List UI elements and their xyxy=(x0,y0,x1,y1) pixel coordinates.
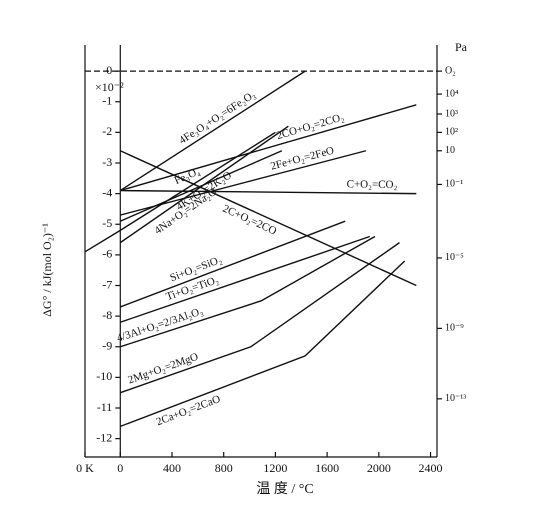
x-tick-label: 800 xyxy=(215,461,233,475)
y2-tick-label: 10⁻¹³ xyxy=(445,393,466,404)
series-label: 2CO+O₂=2CO₂ xyxy=(275,111,345,142)
line xyxy=(84,131,276,253)
line xyxy=(120,220,346,308)
y-tick-label: -10 xyxy=(96,369,112,383)
line xyxy=(120,189,417,195)
line xyxy=(119,70,306,192)
x-tick-label: 0 xyxy=(117,461,123,475)
x-tick-label: 2000 xyxy=(367,461,391,475)
y2-tick-label: 10⁻⁹ xyxy=(445,323,464,334)
y-tick-label: -2 xyxy=(102,124,112,138)
x-tick-label: 400 xyxy=(163,461,181,475)
x-tick-label: 1200 xyxy=(263,461,287,475)
y2-tick-label: 10⁴ xyxy=(445,88,459,99)
y-tick-label: -1 xyxy=(102,94,112,108)
x-axis-title: 温 度 / °C xyxy=(256,481,313,497)
line xyxy=(120,150,367,216)
y2-tick-label: O₂ xyxy=(445,65,456,76)
y-tick-label: -6 xyxy=(102,247,112,261)
line xyxy=(120,104,417,192)
line xyxy=(120,235,376,348)
y2-axis-title: Pa xyxy=(455,40,468,54)
line xyxy=(120,242,400,394)
series-label: 2Fe+O₂=2FeO xyxy=(269,145,335,173)
y-tick-label: -3 xyxy=(102,155,112,169)
series-label: 4Fe₃O₄+O₂=6Fe₂O₃ xyxy=(177,89,258,147)
y-axis-title: ΔG° / kJ(mol O₂)⁻¹ xyxy=(40,223,54,317)
y-tick-label: 0 xyxy=(106,63,112,77)
y-tick-label: -8 xyxy=(102,308,112,322)
y2-tick-label: 10⁻⁵ xyxy=(445,252,464,263)
y-tick-label: -11 xyxy=(97,400,113,414)
series-label: 2C+O₂=2CO xyxy=(221,203,279,238)
line xyxy=(120,260,406,428)
y-tick-label: -12 xyxy=(96,430,112,444)
x-tick-label: 1600 xyxy=(315,461,339,475)
y2-tick-label: 10² xyxy=(445,127,458,138)
line xyxy=(119,125,289,244)
y2-tick-label: 10³ xyxy=(445,108,458,119)
line xyxy=(119,150,417,287)
x-tick-label: 0 K xyxy=(76,461,94,475)
series-label: 4/3Al+O₂=2/3Al₂O₃ xyxy=(115,305,204,344)
y-tick-label: -7 xyxy=(102,277,112,291)
y-multiplier: ×10⁻² xyxy=(95,80,124,94)
y-tick-label: -9 xyxy=(102,339,112,353)
series-label: 2Ca+O₂=2CaO xyxy=(155,393,222,428)
y2-tick-label: 10 xyxy=(445,145,455,156)
y-tick-label: -4 xyxy=(102,185,112,199)
y-tick-label: -5 xyxy=(102,216,112,230)
series-label: C+O₂=CO₂ xyxy=(347,178,398,191)
line xyxy=(120,235,371,323)
x-tick-label: 2400 xyxy=(419,461,443,475)
y2-tick-label: 10⁻¹ xyxy=(445,179,463,190)
